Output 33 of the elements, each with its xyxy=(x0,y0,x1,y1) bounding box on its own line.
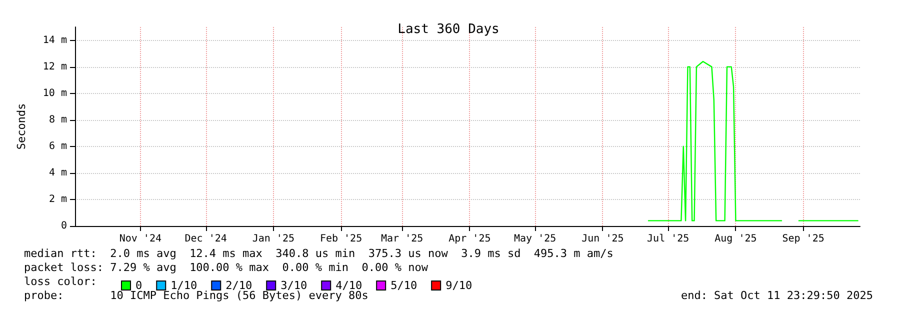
legend-label: 5/10 xyxy=(390,279,418,292)
x-tick-label: Apr '25 xyxy=(448,234,491,244)
x-tick-label: Sep '25 xyxy=(782,234,824,244)
chart-title: Last 360 Days xyxy=(398,22,500,37)
y-tick-label: 10 m xyxy=(42,88,67,99)
y-tick-label: 6 m xyxy=(48,140,67,152)
x-tick-label: Jan '25 xyxy=(252,234,295,244)
legend-label: 0 xyxy=(136,279,142,292)
y-tick-label: 4 m xyxy=(48,167,67,178)
legend-label: 9/10 xyxy=(446,279,472,292)
y-tick-label: 12 m xyxy=(42,61,67,72)
y-axis-title: Seconds xyxy=(15,103,28,150)
x-tick-label: Nov '24 xyxy=(119,234,162,244)
x-tick-label: Feb '25 xyxy=(320,234,362,244)
y-tick-label: 14 m xyxy=(42,34,67,46)
x-tick-label: May '25 xyxy=(514,234,556,244)
text: end: Sat Oct 11 23:29:50 2025 xyxy=(680,289,874,302)
x-tick-label: Jul '25 xyxy=(647,234,690,244)
text: packet loss: 7.29 % avg 100.00 % max 0.00 % min 0.00 % now xyxy=(24,261,428,274)
text: median rtt: 2.0 ms avg 12.4 ms max 340.8 us min 375.3 us now 3.9 ms sd 495.3 m am/s xyxy=(24,247,614,260)
legend-label: 1/10 xyxy=(170,279,198,292)
x-tick-label: Mar '25 xyxy=(381,234,424,244)
legend-label: 4/10 xyxy=(336,279,362,292)
text: probe: 10 ICMP Echo Pings (56 Bytes) every 80s xyxy=(24,289,368,302)
x-tick-label: Aug '25 xyxy=(714,234,757,244)
text: loss color: xyxy=(24,275,97,288)
y-tick-label: 8 m xyxy=(48,114,67,126)
x-tick-label: Jun '25 xyxy=(582,234,624,244)
y-tick-label: 2 m xyxy=(48,194,67,205)
legend-label: 2/10 xyxy=(226,279,252,292)
y-tick-label: 0 xyxy=(60,220,67,232)
x-tick-label: Dec '24 xyxy=(184,234,227,244)
legend-label: 3/10 xyxy=(280,279,308,292)
